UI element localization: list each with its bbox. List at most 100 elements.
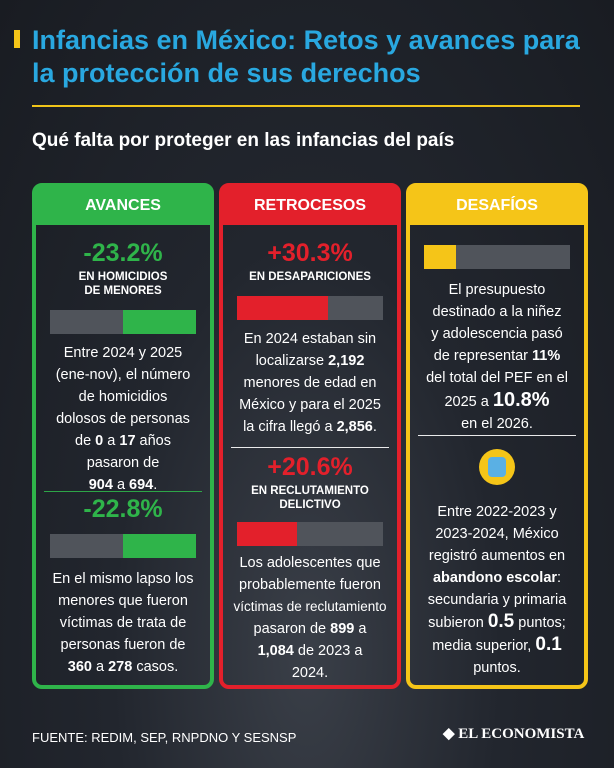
text-line: menores de edad en bbox=[243, 375, 377, 391]
desafios-presupuesto-text: El presupuesto destinado a la niñez y ad… bbox=[410, 279, 584, 435]
text-line: localizarse 2,192 bbox=[223, 350, 397, 372]
value-from: 904 bbox=[88, 477, 113, 493]
desafios-presupuesto-bar bbox=[424, 245, 570, 269]
retrocesos-reclutamiento-section: +20.6% EN RECLUTAMIENTO DELICTIVO Los ad… bbox=[223, 453, 397, 684]
text-line: 1,084 de 2023 a bbox=[223, 640, 397, 662]
text-line: víctimas de reclutamiento bbox=[233, 599, 387, 614]
avances-trata-section: -22.8% En el mismo lapso los menores que… bbox=[36, 495, 210, 678]
text-line: 2023-2024, México bbox=[435, 526, 559, 542]
publisher-logo: ◆ EL ECONOMISTA bbox=[443, 724, 584, 743]
value-to: 2,856 bbox=[336, 419, 373, 435]
text-line: 360 a 278 casos. bbox=[36, 656, 210, 678]
text-line: pasaron de bbox=[86, 455, 160, 471]
text-fragment: pasaron de bbox=[253, 621, 331, 637]
text-fragment: : bbox=[557, 570, 562, 586]
text-line: Entre 2024 y 2025 bbox=[63, 345, 183, 361]
column-header-avances: AVANCES bbox=[36, 187, 210, 225]
column-retrocesos: RETROCESOS +30.3% EN DESAPARICIONES En 2… bbox=[219, 183, 401, 689]
avances-homicidios-label-line2: DE MENORES bbox=[84, 285, 162, 297]
text-line: pasaron de 899 a bbox=[223, 618, 397, 640]
text-line: la cifra llegó a 2,856. bbox=[223, 416, 397, 438]
text-fragment: a bbox=[112, 477, 130, 493]
avances-homicidios-text: Entre 2024 y 2025 (ene-nov), el número d… bbox=[36, 342, 210, 496]
retrocesos-desapariciones-text: En 2024 estaban sin localizarse 2,192 me… bbox=[223, 328, 397, 438]
value-upper: 0.1 bbox=[535, 634, 562, 655]
text-line: abandono escolar: bbox=[410, 567, 584, 589]
text-line: puntos. bbox=[473, 660, 521, 676]
text-line: En el mismo lapso los bbox=[52, 571, 194, 587]
retrocesos-reclutamiento-percent: +20.6% bbox=[267, 453, 353, 481]
text-fragment: . bbox=[372, 419, 377, 435]
text-line: 2025 a 10.8% bbox=[410, 389, 584, 413]
desafios-divider bbox=[418, 435, 576, 436]
retrocesos-reclutamiento-text: Los adolescentes que probablemente fuero… bbox=[223, 552, 397, 684]
value-from: 899 bbox=[330, 621, 355, 637]
text-line: media superior, 0.1 bbox=[410, 634, 584, 657]
value-from: 360 bbox=[67, 659, 92, 675]
retrocesos-desapariciones-percent: +30.3% bbox=[267, 239, 353, 267]
text-line: subieron 0.5 puntos; bbox=[410, 611, 584, 634]
avances-trata-bar bbox=[50, 534, 196, 558]
avances-trata-percent: -22.8% bbox=[83, 495, 163, 523]
text-line: México y para el 2025 bbox=[239, 397, 381, 413]
desafios-abandono-section: Entre 2022-2023 y 2023-2024, México regi… bbox=[410, 449, 584, 679]
avances-homicidios-label-line1: EN HOMICIDIOS bbox=[78, 271, 168, 283]
retrocesos-reclutamiento-bar bbox=[237, 522, 383, 546]
text-line: personas fueron de bbox=[60, 637, 186, 653]
value-to: 278 bbox=[108, 659, 133, 675]
text-line: del total del PEF en el bbox=[426, 370, 568, 386]
text-line: destinado a la niñez bbox=[432, 304, 562, 320]
text-line: de homicidios bbox=[78, 389, 168, 405]
desafios-presupuesto-section: El presupuesto destinado a la niñez y ad… bbox=[410, 245, 584, 435]
text-fragment: a bbox=[91, 659, 109, 675]
avances-homicidios-section: -23.2% EN HOMICIDIOS DE MENORES Entre 20… bbox=[36, 239, 210, 496]
value-to: 1,084 bbox=[257, 643, 294, 659]
text-line: registró aumentos en bbox=[428, 548, 566, 564]
text-fragment: localizarse bbox=[255, 353, 329, 369]
text-fragment: 2025 a bbox=[444, 394, 493, 410]
text-line: dolosos de personas bbox=[56, 411, 190, 427]
title-rule bbox=[32, 105, 580, 107]
text-line: Los adolescentes que bbox=[239, 555, 381, 571]
value-from: 2,192 bbox=[328, 353, 365, 369]
retrocesos-divider bbox=[231, 447, 389, 448]
text-line: de representar 11% bbox=[410, 345, 584, 367]
highlight-term: abandono escolar bbox=[432, 570, 558, 586]
text-fragment: años bbox=[135, 433, 171, 449]
avances-divider bbox=[44, 491, 202, 492]
text-fragment: a bbox=[354, 621, 367, 637]
retrocesos-desapariciones-bar-fill bbox=[237, 296, 328, 320]
text-line: de 0 a 17 años bbox=[36, 430, 210, 452]
value-max-age: 17 bbox=[119, 433, 136, 449]
text-line: 2024. bbox=[291, 665, 329, 681]
text-fragment: . bbox=[153, 477, 158, 493]
retrocesos-reclutamiento-bar-fill bbox=[237, 522, 297, 546]
avances-homicidios-percent: -23.2% bbox=[83, 239, 163, 267]
text-line: secundaria y primaria bbox=[427, 592, 567, 608]
text-fragment: de representar bbox=[433, 348, 533, 364]
page-title: Infancias en México: Retos y avances par… bbox=[32, 25, 580, 88]
text-line: En 2024 estaban sin bbox=[243, 331, 377, 347]
text-fragment: media superior, bbox=[432, 638, 536, 654]
backpack-icon bbox=[479, 449, 515, 485]
text-fragment: a bbox=[103, 433, 120, 449]
text-line: probablemente fueron bbox=[239, 577, 381, 593]
column-desafios: DESAFÍOS El presupuesto destinado a la n… bbox=[406, 183, 588, 689]
text-line: y adolescencia pasó bbox=[431, 326, 563, 342]
source-footer: FUENTE: REDIM, SEP, RNPDNO Y SESNSP bbox=[32, 730, 297, 745]
text-line: (ene-nov), el número bbox=[55, 367, 191, 383]
value-basic: 0.5 bbox=[487, 611, 515, 632]
text-line: en el 2026. bbox=[461, 416, 533, 432]
text-line: El presupuesto bbox=[448, 282, 546, 298]
retrocesos-desapariciones-bar bbox=[237, 296, 383, 320]
text-fragment: de 2023 a bbox=[293, 643, 363, 659]
value-to: 10.8% bbox=[492, 389, 550, 411]
text-fragment: puntos; bbox=[514, 615, 566, 631]
text-fragment: de bbox=[75, 433, 96, 449]
value-min-age: 0 bbox=[95, 433, 104, 449]
text-line: 904 a 694. bbox=[36, 474, 210, 496]
text-fragment: casos. bbox=[132, 659, 179, 675]
page-subtitle: Qué falta por proteger en las infancias … bbox=[32, 130, 455, 151]
column-header-retrocesos: RETROCESOS bbox=[223, 187, 397, 225]
